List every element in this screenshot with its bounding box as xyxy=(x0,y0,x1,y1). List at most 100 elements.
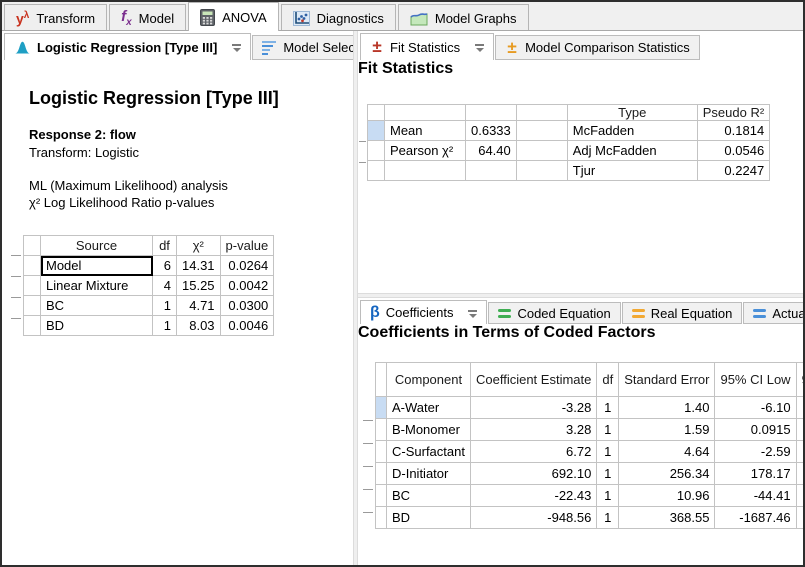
cell-se[interactable]: 10.96 xyxy=(618,484,716,507)
row-handle[interactable] xyxy=(375,440,387,463)
row-handle[interactable] xyxy=(375,418,387,441)
row-handle-selected[interactable] xyxy=(375,396,387,419)
row-grip[interactable] xyxy=(363,512,373,513)
cell-r2[interactable]: 0.1814 xyxy=(696,120,771,141)
tab-model[interactable]: fx Model xyxy=(109,4,187,31)
cell-ci-low[interactable]: -2.59 xyxy=(714,440,797,463)
cell-chisq[interactable]: 8.03 xyxy=(176,315,221,336)
row-handle-selected[interactable] xyxy=(367,120,385,141)
table-row[interactable]: BC -22.43 1 10.96 -44.41 -0.4519 11.70 xyxy=(375,484,803,507)
cell-se[interactable]: 368.55 xyxy=(618,506,716,529)
cell-stat-value[interactable]: 0.6333 xyxy=(465,120,517,141)
row-grip[interactable] xyxy=(11,297,21,298)
cell-ci-low[interactable]: -1687.46 xyxy=(714,506,797,529)
tab-fit-statistics[interactable]: ± Fit Statistics xyxy=(360,33,495,60)
cell-df[interactable]: 1 xyxy=(596,440,620,463)
cell-estimate[interactable]: -22.43 xyxy=(469,484,598,507)
cell-estimate[interactable]: 6.72 xyxy=(469,440,598,463)
cell-chisq[interactable]: 4.71 xyxy=(176,295,221,316)
cell-component[interactable]: A-Water xyxy=(386,396,471,419)
cell-chisq[interactable]: 15.25 xyxy=(176,275,221,296)
cell-type[interactable]: McFadden xyxy=(566,120,698,141)
cell-se[interactable]: 1.40 xyxy=(618,396,716,419)
table-row[interactable]: A-Water -3.28 1 1.40 -6.10 -0.4663 4.75 xyxy=(375,396,803,419)
cell-component[interactable]: BD xyxy=(386,506,471,529)
tab-model-comparison-statistics[interactable]: ± Model Comparison Statistics xyxy=(495,35,700,60)
tab-actual-equation[interactable]: Actual Equation xyxy=(743,302,803,324)
cell-ci-high[interactable]: -0.4663 xyxy=(795,396,803,419)
cell-stat-label[interactable]: Pearson χ² xyxy=(384,140,466,161)
cell-ci-high[interactable]: 16.03 xyxy=(795,440,803,463)
row-handle[interactable] xyxy=(375,484,387,507)
vertical-splitter[interactable] xyxy=(353,31,358,565)
table-row[interactable]: Linear Mixture 4 15.25 0.0042 xyxy=(23,275,275,296)
cell-r2[interactable]: 0.2247 xyxy=(696,160,771,181)
cell-df[interactable]: 1 xyxy=(596,462,620,485)
cell-df[interactable]: 4 xyxy=(152,275,177,296)
cell-source[interactable]: BC xyxy=(40,295,153,316)
table-row[interactable]: Tjur 0.2247 xyxy=(367,160,771,181)
cell-df[interactable]: 1 xyxy=(152,315,177,336)
row-handle[interactable] xyxy=(375,506,387,529)
row-grip[interactable] xyxy=(11,318,21,319)
cell-se[interactable]: 1.59 xyxy=(618,418,716,441)
cell-component[interactable]: D-Initiator xyxy=(386,462,471,485)
cell-chisq[interactable]: 14.31 xyxy=(176,255,221,276)
cell-type[interactable]: Tjur xyxy=(566,160,698,181)
cell-stat-label[interactable]: Mean xyxy=(384,120,466,141)
row-handle[interactable] xyxy=(23,295,41,316)
table-row[interactable]: C-Surfactant 6.72 1 4.64 -2.59 16.03 7.8… xyxy=(375,440,803,463)
cell-stat-value[interactable]: 64.40 xyxy=(465,140,517,161)
row-grip[interactable] xyxy=(11,276,21,277)
cell-estimate[interactable]: 692.10 xyxy=(469,462,598,485)
cell-ci-low[interactable]: -6.10 xyxy=(714,396,797,419)
cell-ci-high[interactable]: -209.66 xyxy=(795,506,803,529)
table-row[interactable]: B-Monomer 3.28 1 1.59 0.0915 6.48 8.87 xyxy=(375,418,803,441)
row-handle[interactable] xyxy=(375,462,387,485)
row-grip[interactable] xyxy=(359,141,366,142)
tab-coefficients[interactable]: β Coefficients xyxy=(360,300,488,324)
cell-ci-high[interactable]: -0.4519 xyxy=(795,484,803,507)
cell-pvalue[interactable]: 0.0046 xyxy=(219,315,275,336)
cell-ci-low[interactable]: 178.17 xyxy=(714,462,797,485)
cell-ci-low[interactable]: -44.41 xyxy=(714,484,797,507)
table-row[interactable]: BC 1 4.71 0.0300 xyxy=(23,295,275,316)
tab-anova[interactable]: ANOVA xyxy=(188,2,279,31)
cell-component[interactable]: C-Surfactant xyxy=(386,440,471,463)
cell-pvalue[interactable]: 0.0264 xyxy=(219,255,275,276)
table-row[interactable]: BD -948.56 1 368.55 -1687.46 -209.66 27.… xyxy=(375,506,803,529)
cell-df[interactable]: 6 xyxy=(152,255,177,276)
row-grip[interactable] xyxy=(363,466,373,467)
table-row[interactable]: Mean 0.6333 McFadden 0.1814 xyxy=(367,120,771,141)
row-grip[interactable] xyxy=(363,420,373,421)
row-handle[interactable] xyxy=(23,255,41,276)
tab-menu-dropdown-icon[interactable] xyxy=(468,308,478,318)
cell-estimate[interactable]: 3.28 xyxy=(469,418,598,441)
cell-stat-value[interactable] xyxy=(465,160,517,181)
table-row[interactable]: Pearson χ² 64.40 Adj McFadden 0.0546 xyxy=(367,140,771,161)
cell-ci-high[interactable]: 1206.02 xyxy=(795,462,803,485)
tab-diagnostics[interactable]: Diagnostics xyxy=(280,4,396,31)
tab-coded-equation[interactable]: Coded Equation xyxy=(488,302,621,324)
tab-menu-dropdown-icon[interactable] xyxy=(475,42,485,52)
cell-pvalue[interactable]: 0.0042 xyxy=(219,275,275,296)
tab-menu-dropdown-icon[interactable] xyxy=(232,42,242,52)
cell-df[interactable]: 1 xyxy=(596,484,620,507)
cell-se[interactable]: 256.34 xyxy=(618,462,716,485)
cell-estimate[interactable]: -948.56 xyxy=(469,506,598,529)
cell-df[interactable]: 1 xyxy=(596,418,620,441)
row-handle[interactable] xyxy=(23,315,41,336)
table-row[interactable]: D-Initiator 692.10 1 256.34 178.17 1206.… xyxy=(375,462,803,485)
cell-source[interactable]: Linear Mixture xyxy=(40,275,153,296)
cell-source[interactable]: BD xyxy=(40,315,153,336)
row-grip[interactable] xyxy=(11,255,21,256)
cell-component[interactable]: B-Monomer xyxy=(386,418,471,441)
tab-logistic-regression[interactable]: Logistic Regression [Type III] xyxy=(4,33,252,60)
cell-ci-high[interactable]: 6.48 xyxy=(795,418,803,441)
row-handle[interactable] xyxy=(367,160,385,181)
cell-df[interactable]: 1 xyxy=(596,506,620,529)
table-row[interactable]: BD 1 8.03 0.0046 xyxy=(23,315,275,336)
table-row[interactable]: Model 6 14.31 0.0264 xyxy=(23,255,275,276)
cell-r2[interactable]: 0.0546 xyxy=(696,140,771,161)
tab-transform[interactable]: yλ Transform xyxy=(4,4,108,31)
